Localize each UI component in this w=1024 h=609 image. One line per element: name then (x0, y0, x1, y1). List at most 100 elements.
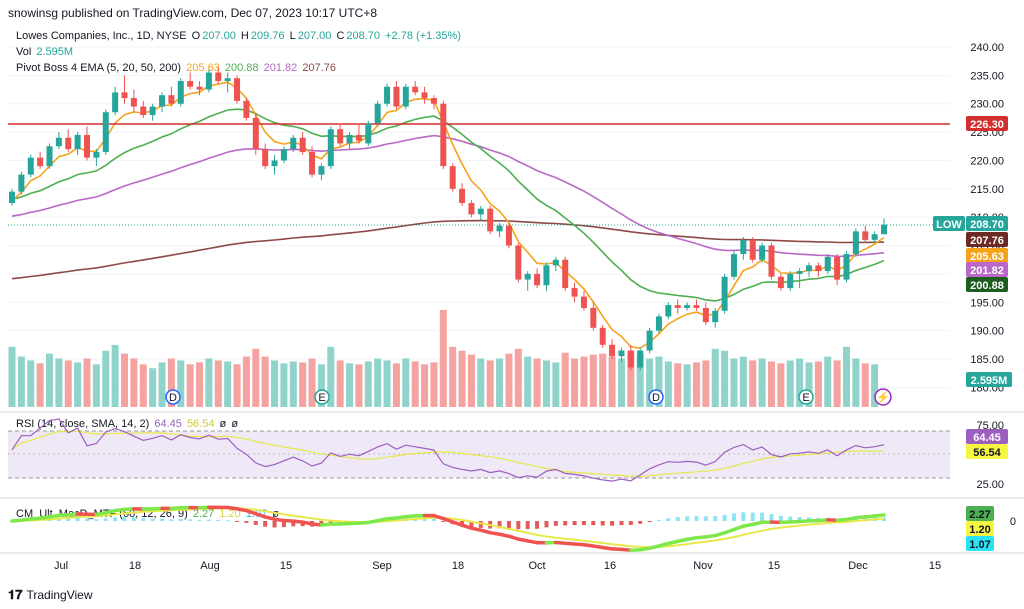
volume-bar (796, 358, 804, 407)
volume-bar (514, 348, 522, 407)
macd-line-segment (713, 531, 727, 538)
ema5-tag: 205.63 (970, 251, 1004, 263)
low-label: L (289, 30, 296, 42)
candle-body (468, 203, 475, 215)
candle-body (552, 259, 559, 266)
volume-bar (242, 356, 250, 407)
macd-line-segment (10, 518, 24, 523)
volume-bar (861, 363, 869, 407)
macd-line-segment (694, 535, 708, 540)
candle-body (740, 239, 747, 255)
macd-line-segment (572, 542, 586, 547)
volume-bar (346, 363, 354, 407)
macd-histogram-bar (253, 521, 258, 525)
macd-line-segment (319, 522, 333, 527)
macd-line-segment (732, 524, 746, 532)
macd-histogram-bar (694, 515, 699, 521)
macd-line-segment (554, 540, 567, 545)
rsi-legend: RSI (14, close, SMA, 14, 2) 64.45 56.54 … (16, 418, 240, 430)
macd-histogram-bar (844, 518, 849, 521)
time-tick-label: 15 (280, 560, 292, 572)
volume-bar (524, 356, 532, 407)
candle-body (505, 225, 512, 246)
candle-body (768, 245, 775, 277)
volume-bar (646, 358, 654, 407)
candle-body (871, 234, 878, 240)
candle-body (365, 123, 372, 144)
volume-bar (589, 354, 597, 407)
candle-body (234, 78, 241, 101)
macd-histogram-bar (882, 517, 886, 521)
volume-bar (721, 350, 729, 407)
ema50-tag: 201.82 (970, 265, 1004, 277)
time-axis: Jul 18 Aug 15 Sep 18 Oct 16 Nov 15 Dec 15 (54, 560, 941, 572)
volume-bar (139, 364, 147, 407)
price-tick-label: 195.00 (970, 297, 1004, 309)
candle-body (571, 288, 578, 297)
macd-line-segment (563, 541, 577, 546)
macd-line-segment (450, 520, 464, 527)
macd-histogram-bar (600, 521, 605, 526)
candle-body (84, 134, 91, 158)
volume-bar (17, 356, 25, 407)
volume-bar (786, 360, 794, 407)
macd-histogram-bar (281, 521, 286, 528)
macd-histogram-bar (666, 518, 671, 521)
price-tick-label: 225.00 (970, 127, 1004, 139)
macd-label: CM_Ult_MacD_MTF (60, 12, 26, 9) (16, 508, 188, 520)
candle-body (543, 265, 550, 286)
macd-hist-tag: 1.07 (969, 539, 990, 551)
macd-line-segment (750, 520, 764, 527)
volume-tag-bg (966, 372, 1012, 387)
macd-line-segment (591, 544, 605, 550)
candle-body (459, 188, 466, 203)
volume-bar (664, 361, 672, 407)
macd-histogram-bar (788, 516, 793, 521)
rsi-sma-tag: 56.54 (973, 447, 1001, 459)
candle-body (477, 208, 484, 215)
volume-bar (486, 360, 494, 407)
macd-histogram-bar (516, 521, 521, 530)
rsi-na-2: ø (231, 418, 239, 430)
candle-body (102, 112, 109, 152)
ema20-tag-bg (966, 277, 1008, 292)
resistance-tag: 226.30 (970, 119, 1004, 131)
candle-body (815, 265, 822, 272)
macd-line-segment (404, 514, 417, 519)
macd-line-segment (366, 518, 380, 525)
candle-body (496, 225, 503, 232)
candle-body (384, 86, 391, 104)
last-price-tag: 208.70 (970, 219, 1004, 231)
macd-line-segment (385, 516, 399, 521)
macd-histogram-bar (291, 521, 296, 527)
candle-body (149, 106, 156, 116)
candle-body (796, 271, 803, 274)
rsi-sma-value: 56.54 (186, 418, 215, 430)
dividend-marker (165, 389, 181, 405)
macd-histogram-bar (338, 521, 343, 524)
candle-body (881, 224, 887, 235)
macd-signal-tag: 1.20 (969, 524, 990, 536)
price-tick-label: 235.00 (970, 70, 1004, 82)
volume-bar (383, 360, 391, 407)
high-value: 209.76 (250, 30, 285, 42)
volume-bar (439, 310, 447, 407)
volume-bar (271, 360, 279, 407)
macd-tag: 2.27 (969, 509, 990, 521)
candle-body (205, 72, 212, 90)
candle-body (702, 307, 709, 323)
candle-body (430, 98, 437, 104)
candle-body (749, 239, 756, 260)
candle-body (730, 254, 737, 277)
macd-line-segment (722, 527, 736, 535)
ema-lines (11, 81, 885, 349)
volume-bar (364, 361, 372, 407)
macd-histogram-bar (835, 518, 840, 521)
event-marker-label: D (652, 392, 660, 404)
macd-histogram-bar (797, 517, 802, 521)
ema20-line (11, 108, 885, 302)
macd-histogram-bar (300, 521, 305, 527)
price-tick-label: 230.00 (970, 99, 1004, 111)
macd-line-segment (375, 516, 389, 523)
tradingview-logo-icon: 𝟏𝟕 (8, 587, 23, 602)
